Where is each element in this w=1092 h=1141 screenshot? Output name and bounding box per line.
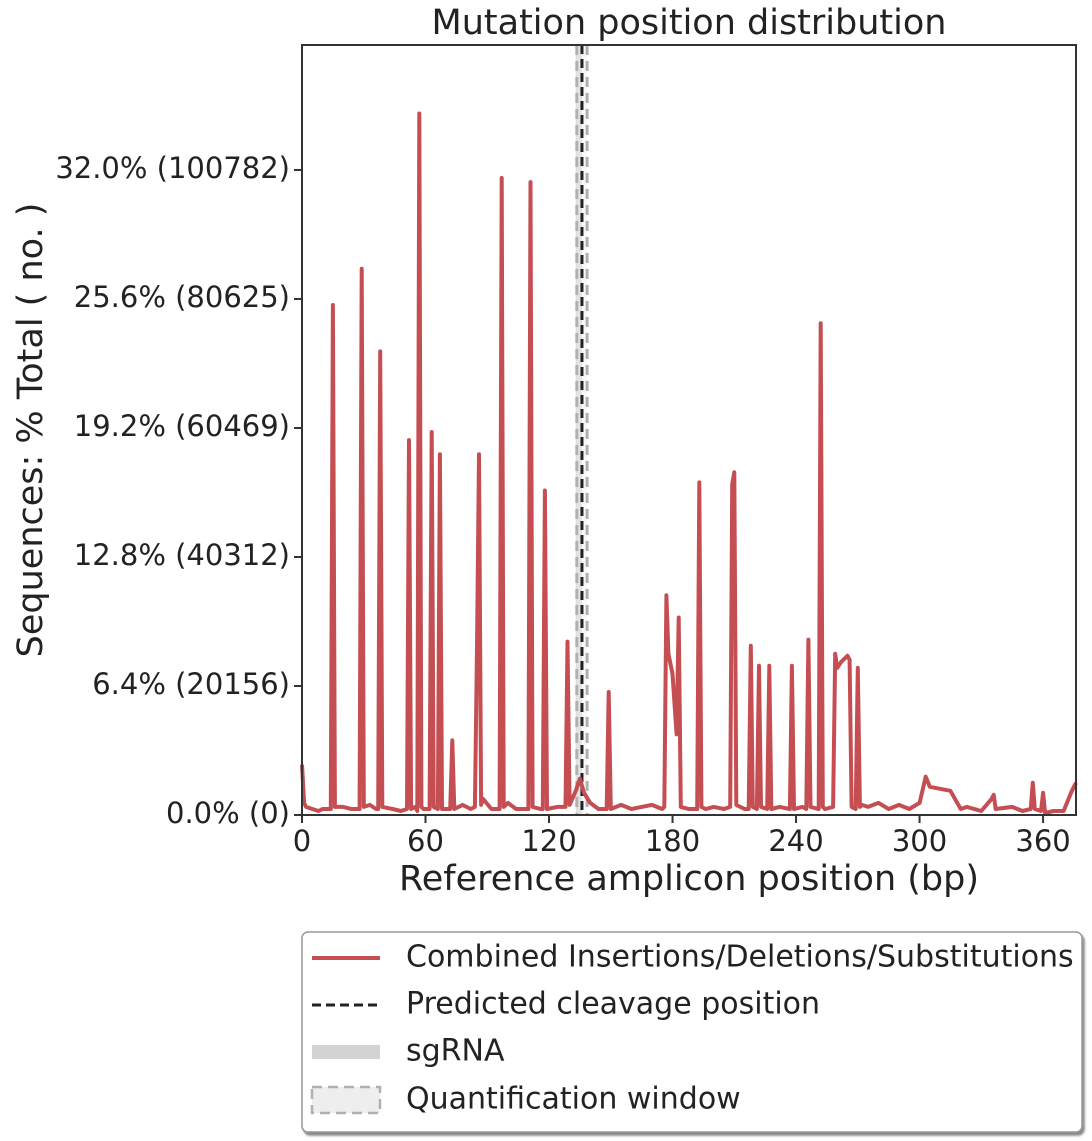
x-tick-label: 360 [1015,824,1070,858]
sgrna-band [575,45,582,815]
x-tick-label: 60 [407,824,444,858]
y-tick-label: 6.4% (20156) [92,667,290,701]
y-tick-label: 25.6% (80625) [74,280,290,314]
legend-label: Combined Insertions/Deletions/Substituti… [406,940,1074,975]
data-line [300,111,1078,815]
chart-title: Mutation position distribution [432,3,947,43]
legend-swatch [312,1045,380,1059]
x-axis-label: Reference amplicon position (bp) [399,859,979,899]
legend-box [301,931,1083,1133]
x-tick-label: 0 [293,824,311,858]
y-axis-label: Sequences: % Total ( no. ) [11,203,51,658]
y-tick-label: 32.0% (100782) [55,151,290,185]
legend-label: sgRNA [406,1034,505,1069]
x-tick-label: 240 [768,824,823,858]
y-tick-label: 0.0% (0) [166,796,290,830]
legend-label: Quantification window [406,1082,741,1117]
legend-label: Predicted cleavage position [406,987,820,1022]
plot-area: 0.0% (0) 6.4% (20156) 12.8% (40312) 19.2% (… [55,45,1078,858]
x-tick-label: 120 [521,824,576,858]
x-tick-label: 300 [892,824,947,858]
y-tick-label: 19.2% (60469) [74,409,290,443]
plot-frame [301,44,1077,816]
legend: Combined Insertions/Deletions/Substituti… [301,931,1083,1133]
legend-swatch [310,1085,382,1115]
x-tick-label: 180 [645,824,700,858]
y-tick-label: 12.8% (40312) [74,538,290,572]
